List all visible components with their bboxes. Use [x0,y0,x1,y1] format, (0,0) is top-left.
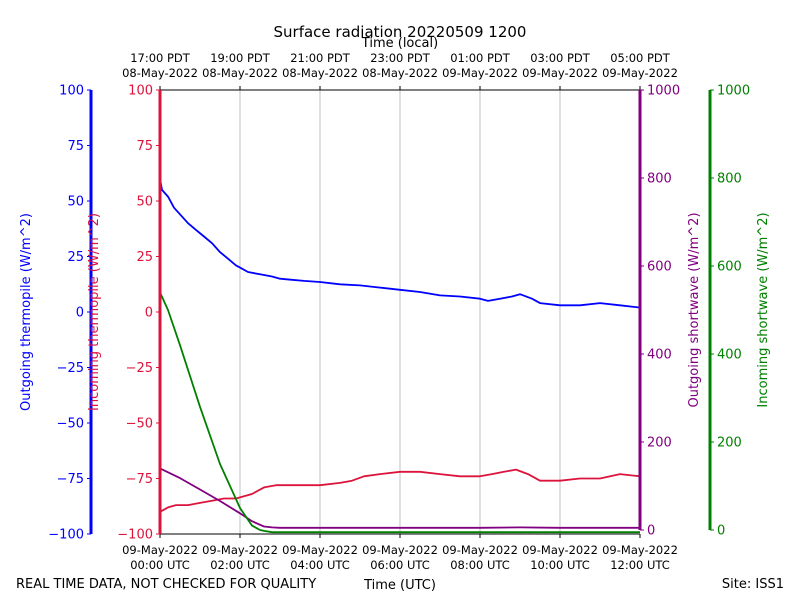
y-tick-label: −100 [48,528,84,543]
y-tick-label: 200 [647,436,672,451]
x-tick-label: 09-May-2022 [202,543,278,557]
y-tick-label: −50 [57,417,84,432]
top-tick-label: 19:00 PDT [210,51,271,65]
x-tick-label: 10:00 UTC [530,558,590,572]
y-tick-label: 1000 [647,84,680,99]
y-axes: −100 −75 −50 −25 0 25 50 75 100 Outgoing thermopi… [19,84,771,543]
grid-lines [239,90,561,534]
y-tick-label: 600 [717,260,742,275]
y-tick-label: 25 [136,250,153,265]
y-tick-label: 0 [145,306,153,321]
y-tick-label: 1000 [717,84,750,99]
y-tick-label: −75 [126,472,153,487]
top-tick-label: 17:00 PDT [130,51,191,65]
x-tick-label: 00:00 UTC [130,558,190,572]
y-tick-label: −100 [117,528,153,543]
top-tick-label: 09-May-2022 [442,66,518,80]
y-axis-label-in_sw: Incoming shortwave (W/m^2) [756,212,771,407]
top-tick-label: 03:00 PDT [530,51,591,65]
series-line-out_therm [159,178,641,309]
top-tick-label: 08-May-2022 [202,66,278,80]
y-tick-label: 600 [647,260,672,275]
footer-site: Site: ISS1 [722,577,784,592]
x-tick-label: 04:00 UTC [290,558,350,572]
x-axis-label: Time (UTC) [363,578,436,593]
top-tick-label: 08-May-2022 [122,66,198,80]
top-tick-label: 08-May-2022 [362,66,438,80]
top-tick-label: 23:00 PDT [370,51,431,65]
footer-disclaimer: REAL TIME DATA, NOT CHECKED FOR QUALITY [16,577,316,592]
y-tick-label: 75 [67,139,84,154]
y-axis-label-out_therm: Outgoing thermopile (W/m^2) [19,213,34,411]
x-tick-label: 09-May-2022 [442,543,518,557]
chart-title: Surface radiation 20220509 1200 [274,23,527,41]
series-line-in_sw [159,292,640,534]
y-tick-label: −25 [57,361,84,376]
top-tick-label: 05:00 PDT [610,51,671,65]
y-tick-label: −25 [126,361,153,376]
y-tick-label: 800 [717,172,742,187]
y-tick-label: −50 [126,417,153,432]
x-tick-label: 09-May-2022 [282,543,358,557]
x-tick-label: 02:00 UTC [210,558,270,572]
x-tick-label: 09-May-2022 [122,543,198,557]
top-tick-label: 21:00 PDT [290,51,351,65]
top-axis-label: Time (local) [361,36,438,51]
x-tick-label: 08:00 UTC [450,558,510,572]
x-tick-label: 09-May-2022 [602,543,678,557]
top-tick-label: 09-May-2022 [602,66,678,80]
y-tick-label: −75 [57,472,84,487]
y-tick-label: 800 [647,172,672,187]
y-tick-label: 100 [59,84,84,99]
y-axis-label-in_therm: Incoming thermopile (W/m^2) [87,213,102,411]
top-tick-label: 01:00 PDT [450,51,511,65]
x-tick-label: 06:00 UTC [370,558,430,572]
y-tick-label: 200 [717,436,742,451]
x-tick-label: 09-May-2022 [362,543,438,557]
y-tick-label: 0 [717,524,725,539]
y-tick-label: 50 [136,195,153,210]
y-axis-label-out_sw: Outgoing shortwave (W/m^2) [687,212,702,407]
x-tick-label: 12:00 UTC [610,558,670,572]
y-tick-label: 0 [76,306,84,321]
y-tick-label: 0 [647,524,655,539]
series-lines [159,178,641,534]
series-line-out_sw [159,467,640,529]
y-tick-label: 25 [67,250,84,265]
y-tick-label: 100 [128,84,153,99]
y-tick-label: 400 [717,348,742,363]
y-tick-label: 50 [67,195,84,210]
top-tick-label: 08-May-2022 [282,66,358,80]
y-tick-label: 400 [647,348,672,363]
x-tick-label: 09-May-2022 [522,543,598,557]
top-tick-label: 09-May-2022 [522,66,598,80]
y-tick-label: 75 [136,139,153,154]
